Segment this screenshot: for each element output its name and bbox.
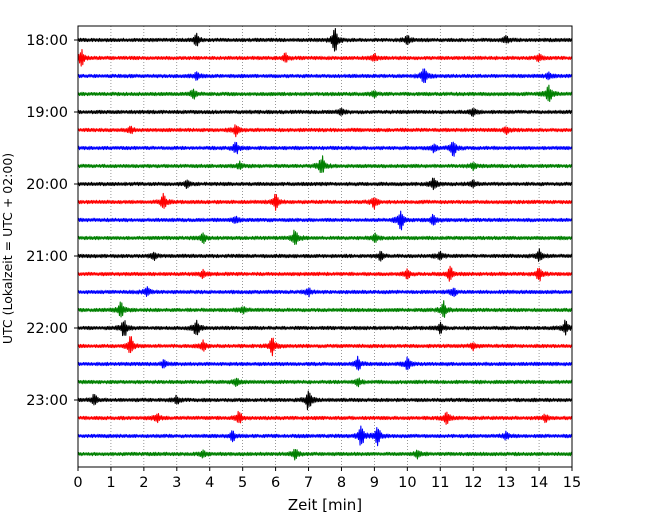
trace-1815	[77, 48, 573, 67]
trace-1930	[77, 141, 573, 157]
y-tick-label: 23:00	[26, 393, 68, 409]
x-tick-label: 11	[431, 475, 449, 491]
x-tick-label: 2	[139, 475, 148, 491]
x-tick-label: 12	[464, 475, 482, 491]
trace-2330	[77, 425, 573, 447]
trace-2200	[77, 319, 573, 337]
trace-2300	[77, 390, 573, 411]
y-axis-label: UTC (Lokalzeit = UTC + 02:00)	[0, 153, 15, 344]
trace-1900	[77, 107, 573, 118]
x-tick-label: 5	[238, 475, 247, 491]
x-axis-label: Zeit [min]	[288, 496, 362, 514]
trace-1945	[77, 155, 573, 174]
x-tick-label: 14	[530, 475, 548, 491]
y-axis-ticks: 18:00 19:00 20:00 21:00 22:00 23:00	[26, 33, 78, 409]
x-tick-label: 13	[497, 475, 515, 491]
trace-2345	[77, 448, 573, 461]
y-tick-label: 21:00	[26, 249, 68, 265]
y-tick-label: 18:00	[26, 33, 68, 49]
trace-2230	[77, 355, 573, 371]
trace-series-group	[77, 27, 573, 461]
trace-2045	[77, 229, 573, 245]
x-tick-label: 4	[205, 475, 214, 491]
y-tick-label: 22:00	[26, 321, 68, 337]
x-tick-label: 0	[73, 475, 82, 491]
trace-1830	[77, 68, 573, 84]
x-tick-label: 1	[106, 475, 115, 491]
x-tick-label: 10	[398, 475, 416, 491]
y-tick-label: 19:00	[26, 105, 68, 121]
trace-1915	[77, 124, 573, 138]
trace-2145	[77, 300, 573, 318]
trace-2315	[77, 410, 573, 425]
x-tick-label: 6	[271, 475, 280, 491]
x-tick-label: 15	[563, 475, 581, 491]
trace-1800	[77, 27, 573, 52]
trace-2215	[77, 336, 573, 357]
x-tick-label: 7	[304, 475, 313, 491]
trace-2015	[77, 192, 573, 211]
trace-2000	[77, 177, 573, 191]
trace-2245	[77, 377, 573, 388]
y-tick-label: 20:00	[26, 177, 68, 193]
x-tick-label: 9	[370, 475, 379, 491]
plot-frame	[77, 25, 573, 468]
trace-2030	[77, 210, 573, 231]
trace-2115	[77, 265, 573, 282]
x-axis-ticks: 0 1 2 3 4 5 6 7 8 9 10 11 12 13 14 15	[73, 467, 581, 491]
trace-2130	[77, 286, 573, 298]
trace-1845	[77, 84, 573, 103]
x-tick-label: 8	[337, 475, 346, 491]
trace-2100	[77, 248, 573, 262]
x-tick-label: 3	[172, 475, 181, 491]
